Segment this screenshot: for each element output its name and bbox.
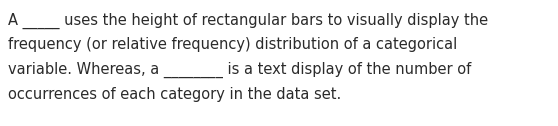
Text: occurrences of each category in the data set.: occurrences of each category in the data… (8, 87, 341, 102)
Text: variable. Whereas, a ________ is a text display of the number of: variable. Whereas, a ________ is a text … (8, 62, 472, 78)
Text: A _____ uses the height of rectangular bars to visually display the: A _____ uses the height of rectangular b… (8, 13, 488, 29)
Text: frequency (or relative frequency) distribution of a categorical: frequency (or relative frequency) distri… (8, 38, 457, 53)
